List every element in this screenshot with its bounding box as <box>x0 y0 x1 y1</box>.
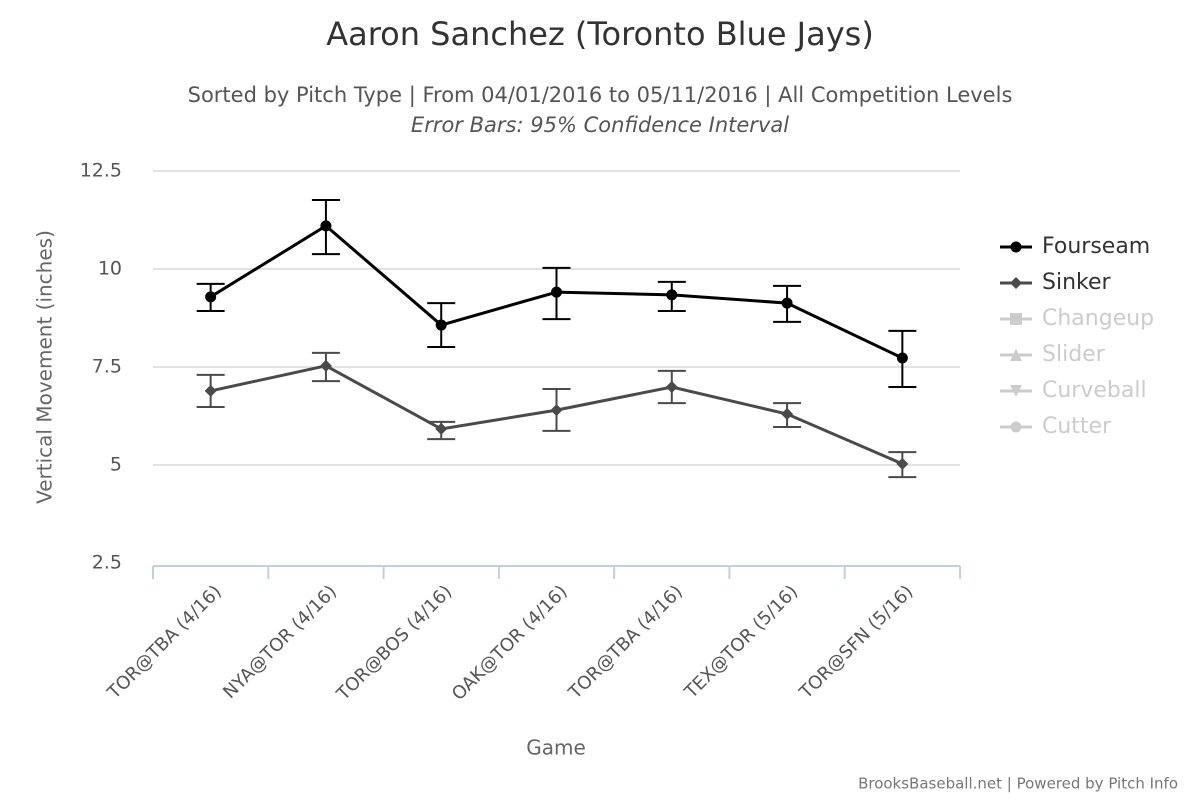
point <box>320 220 332 232</box>
legend-label: Slider <box>1042 342 1106 367</box>
x-tick-label: TOR@TBA (4/16) <box>564 581 687 704</box>
point <box>319 359 332 372</box>
legend-marker <box>1010 385 1022 397</box>
point <box>435 422 448 435</box>
legend-marker <box>1010 421 1022 433</box>
x-tick-label: OAK@TOR (4/16) <box>448 581 572 705</box>
y-tick-label: 5 <box>110 454 122 476</box>
y-tick-label: 7.5 <box>92 356 122 378</box>
y-axis-title: Vertical Movement (inches) <box>33 230 57 504</box>
point <box>781 408 794 421</box>
chart-subtitle: Sorted by Pitch Type | From 04/01/2016 t… <box>188 83 1013 108</box>
legend-label: Cutter <box>1042 414 1112 439</box>
annotation: Error Bars: 95% Confidence Interval <box>411 113 789 137</box>
legend-label: Fourseam <box>1042 234 1150 259</box>
legend-label: Sinker <box>1042 270 1112 295</box>
x-tick-label: TEX@TOR (5/16) <box>680 581 802 703</box>
legend-marker <box>1010 313 1022 325</box>
x-tick-label: TOR@TBA (4/16) <box>103 581 226 704</box>
x-tick-label: TOR@BOS (4/16) <box>332 581 456 705</box>
point <box>205 291 217 303</box>
point <box>896 457 909 470</box>
legend-marker <box>1010 241 1022 253</box>
point <box>781 297 793 309</box>
legend-marker <box>1010 277 1022 289</box>
y-tick-label: 10 <box>98 258 122 280</box>
point <box>666 289 678 301</box>
x-tick-label: TOR@SFN (5/16) <box>795 581 917 703</box>
y-tick-label: 12.5 <box>80 160 122 182</box>
credit: BrooksBaseball.net | Powered by Pitch In… <box>858 775 1178 793</box>
point <box>896 352 908 364</box>
legend-label: Curveball <box>1042 378 1147 403</box>
point <box>551 286 562 298</box>
legend-marker <box>1010 349 1022 361</box>
point <box>204 384 217 397</box>
point <box>550 404 563 417</box>
legend-label: Changeup <box>1042 306 1154 331</box>
y-tick-label: 2.5 <box>92 552 122 574</box>
x-axis-title: Game <box>526 736 586 760</box>
point <box>435 319 447 331</box>
x-tick-label: NYA@TOR (4/16) <box>219 581 341 703</box>
chart-title: Aaron Sanchez (Toronto Blue Jays) <box>326 15 874 53</box>
point <box>665 380 678 393</box>
